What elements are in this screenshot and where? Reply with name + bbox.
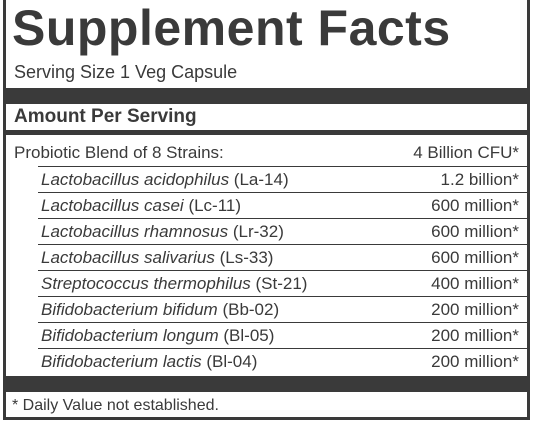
row-rule [38,348,527,349]
strain-row: Bifidobacterium bifidum (Bb-02) 200 milli… [6,297,527,323]
strain-amount: 200 million* [431,352,519,371]
strain-label: Streptococcus thermophilus (St-21) [41,271,307,297]
strain-row: Lactobacillus salivarius (Ls-33) 600 mill… [6,245,527,271]
strain-label: Bifidobacterium lactis (Bl-04) [41,349,257,375]
section-heading: Amount Per Serving [14,106,197,127]
strain-code: (Bl-05) [223,326,275,345]
strain-name: Lactobacillus rhamnosus [41,222,229,241]
strain-row: Lactobacillus rhamnosus (Lr-32) 600 milli… [6,219,527,245]
row-rule [38,296,527,297]
strain-code: (St-21) [255,274,308,293]
strain-name: Lactobacillus casei [41,196,184,215]
strain-code: (Ls-33) [219,248,274,267]
strain-name: Bifidobacterium longum [41,326,219,345]
strain-code: (Lr-32) [232,222,284,241]
strain-amount: 600 million* [431,222,519,241]
strain-row: Streptococcus thermophilus (St-21) 400 mi… [6,271,527,297]
strain-code: (La-14) [233,170,289,189]
strain-row: Lactobacillus acidophilus (La-14) 1.2 bil… [6,167,527,193]
row-rule [38,270,527,271]
strain-code: (Bl-04) [206,352,258,371]
strain-name: Bifidobacterium bifidum [41,300,218,319]
strain-label: Lactobacillus rhamnosus (Lr-32) [41,219,284,245]
serving-size: Serving Size 1 Veg Capsule [14,62,238,82]
title: Supplement Facts [12,0,451,56]
strain-label: Lactobacillus salivarius (Ls-33) [41,245,273,271]
row-rule [38,166,527,167]
strain-name: Lactobacillus acidophilus [41,170,230,189]
strain-row: Bifidobacterium lactis (Bl-04) 200 millio… [6,349,527,375]
strain-label: Bifidobacterium bifidum (Bb-02) [41,297,279,323]
blend-row: Probiotic Blend of 8 Strains: 4 Billion … [6,140,527,166]
strain-name: Lactobacillus salivarius [41,248,215,267]
strain-code: (Bb-02) [222,300,280,319]
strain-label: Lactobacillus casei (Lc-11) [41,193,241,219]
row-rule [38,192,527,193]
strain-label: Bifidobacterium longum (Bl-05) [41,323,274,349]
strain-amount: 200 million* [431,326,519,345]
thick-bar [6,88,527,104]
strain-amount: 400 million* [431,274,519,293]
strain-amount: 200 million* [431,300,519,319]
blend-amount: 4 Billion CFU* [413,143,519,162]
strain-amount: 600 million* [431,196,519,215]
supplement-facts-label: Supplement Facts Serving Size 1 Veg Caps… [3,0,530,420]
row-rule [38,244,527,245]
strain-row: Lactobacillus casei (Lc-11) 600 million* [6,193,527,219]
row-rule [38,322,527,323]
footnote: * Daily Value not established. [12,397,219,414]
row-rule [38,218,527,219]
strain-name: Streptococcus thermophilus [41,274,251,293]
strain-amount: 600 million* [431,248,519,267]
blend-name: Probiotic Blend of 8 Strains: [14,143,224,162]
medium-bar [6,130,527,135]
strain-code: (Lc-11) [188,196,242,215]
thick-bar [6,376,527,392]
strain-label: Lactobacillus acidophilus (La-14) [41,167,289,193]
strain-row: Bifidobacterium longum (Bl-05) 200 millio… [6,323,527,349]
strain-name: Bifidobacterium lactis [41,352,202,371]
strain-amount: 1.2 billion* [440,170,519,189]
